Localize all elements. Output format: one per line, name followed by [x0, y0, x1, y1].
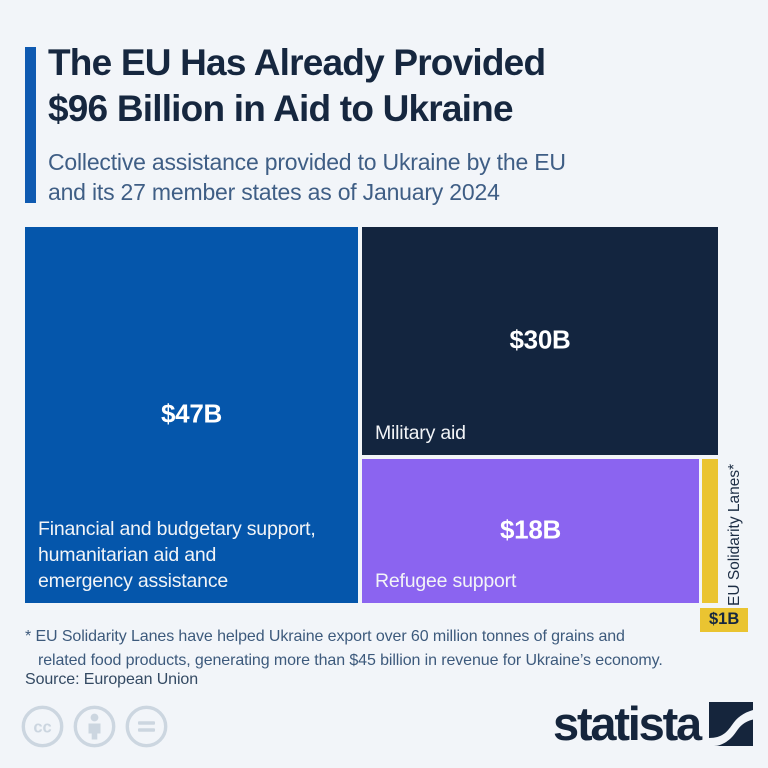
title-accent-bar [25, 47, 36, 203]
segment-military-value: $30B [509, 324, 571, 355]
segment-refugee-support: $18B Refugee support [362, 459, 699, 603]
segment-refugee-value: $18B [500, 514, 561, 545]
page-subtitle: Collective assistance provided to Ukrain… [48, 149, 566, 205]
page-title: The EU Has Already Provided $96 Billion i… [48, 42, 546, 129]
cc-icon: cc [21, 705, 64, 748]
segment-financial-value: $47B [161, 398, 222, 429]
segment-financial-label: Financial and budgetary support, humanita… [38, 518, 316, 592]
segment-refugee-label: Refugee support [375, 570, 517, 592]
solidarity-lanes-label: EU Solidarity Lanes* [726, 463, 743, 606]
svg-text:cc: cc [33, 719, 51, 737]
statista-wordmark: statista [553, 697, 702, 750]
segment-military-label: Military aid [375, 422, 466, 444]
segment-military-aid: $30B Military aid [362, 227, 718, 455]
no-derivatives-icon [125, 705, 168, 748]
license-icons: cc [21, 705, 168, 748]
statista-logo: statista [553, 700, 753, 747]
source-line: Source: European Union [25, 671, 199, 688]
segment-financial-support: $47B Financial and budgetary support, hum… [25, 227, 358, 603]
attribution-icon [73, 705, 116, 748]
segment-solidarity-lanes [702, 459, 718, 603]
statista-logo-mark [709, 701, 753, 746]
solidarity-lanes-value-badge: $1B [700, 608, 749, 632]
treemap-chart: $47B Financial and budgetary support, hum… [25, 227, 743, 606]
footnote: * EU Solidarity Lanes have helped Ukrain… [25, 628, 663, 669]
